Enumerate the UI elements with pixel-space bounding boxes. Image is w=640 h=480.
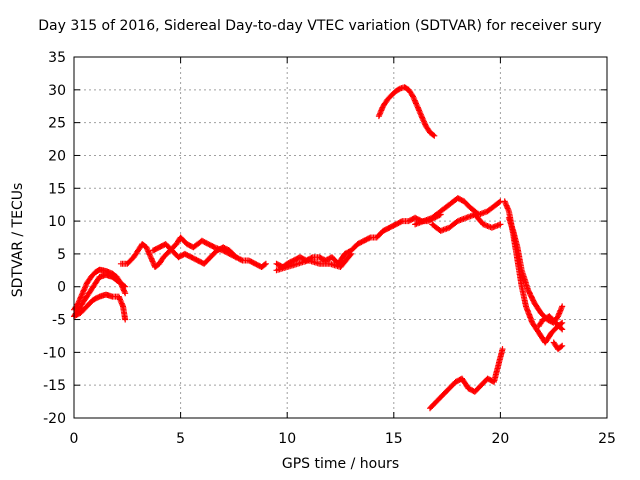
series-afternoon-upper xyxy=(412,195,504,228)
x-axis-label: GPS time / hours xyxy=(281,456,400,472)
y-tick-label: -10 xyxy=(43,345,66,361)
y-tick-label: 30 xyxy=(48,83,66,99)
series-marks xyxy=(149,241,239,267)
y-tick-label: 25 xyxy=(48,116,66,132)
x-tick-label: 0 xyxy=(70,431,79,447)
y-axis-ticks: -20 -15 -10 -5 0 5 10 15 20 25 30 35 xyxy=(43,50,607,427)
x-tick-label: 10 xyxy=(278,431,296,447)
series-morning xyxy=(117,234,269,270)
x-tick-label: 5 xyxy=(176,431,185,447)
series-marks xyxy=(535,313,566,333)
grid-lines xyxy=(74,57,607,418)
series-marks xyxy=(505,214,566,326)
series-marks xyxy=(429,211,504,234)
y-tick-label: -20 xyxy=(43,411,66,427)
y-tick-label: -5 xyxy=(52,313,66,329)
series-marks xyxy=(427,346,506,412)
x-tick-label: 15 xyxy=(385,431,403,447)
series-evening-b xyxy=(505,214,566,326)
y-tick-label: 10 xyxy=(48,214,66,230)
series-marks xyxy=(550,339,566,353)
series-late-tail xyxy=(550,339,566,353)
y-tick-label: -15 xyxy=(43,378,66,394)
y-tick-label: 0 xyxy=(57,280,66,296)
series-marks xyxy=(273,250,355,274)
plot-frame xyxy=(73,56,608,419)
y-tick-label: 15 xyxy=(48,181,66,197)
series-arc-high xyxy=(375,84,438,139)
x-axis-ticks: 0 5 10 15 20 25 xyxy=(70,57,616,447)
y-tick-label: 5 xyxy=(57,247,66,263)
x-tick-label: 20 xyxy=(491,431,509,447)
series-marks xyxy=(412,195,504,228)
y-tick-label: 35 xyxy=(48,50,66,66)
y-tick-label: 20 xyxy=(48,148,66,164)
series-marks xyxy=(375,84,438,139)
series-marks xyxy=(117,234,269,270)
series-evening-c xyxy=(535,313,566,333)
x-tick-label: 25 xyxy=(598,431,616,447)
data-points xyxy=(71,84,566,412)
series-morning-spread xyxy=(149,241,239,267)
chart-title: Day 315 of 2016, Sidereal Day-to-day VTE… xyxy=(38,18,602,34)
series-afternoon-lower xyxy=(429,211,504,234)
series-arc-low xyxy=(427,346,506,412)
series-midday-low xyxy=(273,250,355,274)
